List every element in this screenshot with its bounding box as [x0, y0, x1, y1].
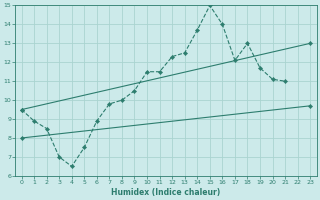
X-axis label: Humidex (Indice chaleur): Humidex (Indice chaleur) [111, 188, 220, 197]
